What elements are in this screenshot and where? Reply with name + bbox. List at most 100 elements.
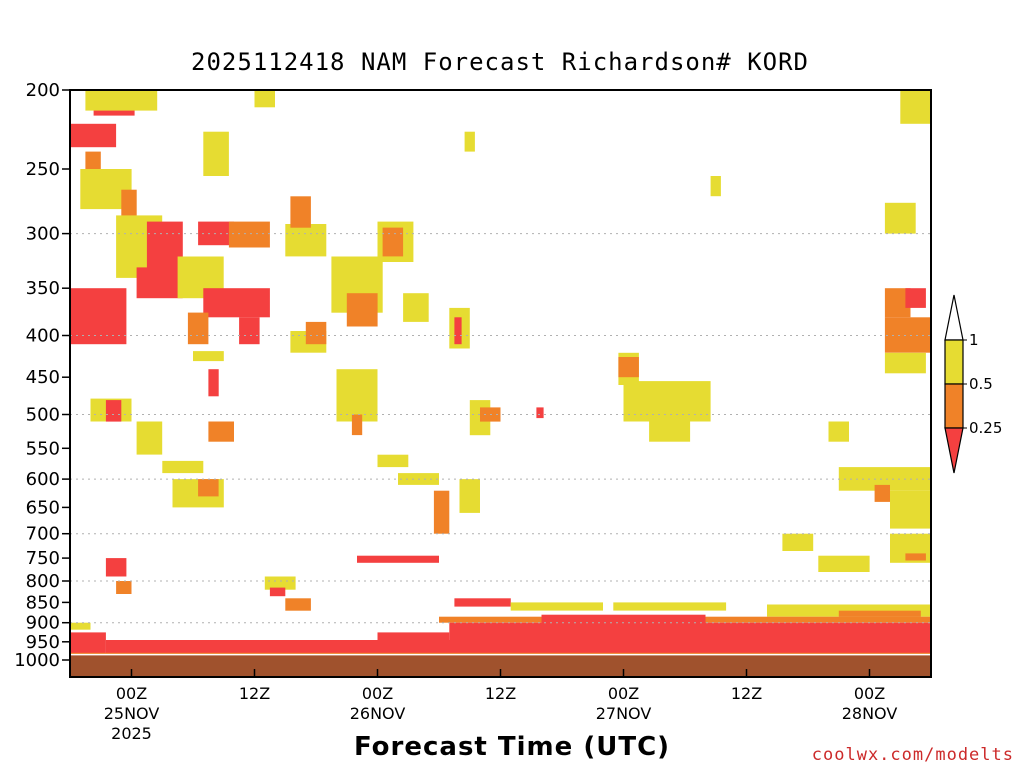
ri-cell-63 <box>818 555 870 572</box>
ri-cell-7 <box>203 131 229 176</box>
y-tick-label-900: 900 <box>26 613 60 634</box>
y-tick-label-750: 750 <box>26 548 60 569</box>
ri-cell-81 <box>541 614 706 625</box>
ri-cell-67 <box>105 558 127 577</box>
ri-cell-50 <box>649 418 691 442</box>
legend-level-label-2: 0.25 <box>969 419 1002 437</box>
legend-level-label-0: 1 <box>969 331 979 349</box>
y-tick-label-650: 650 <box>26 497 60 518</box>
ri-cell-42 <box>459 479 480 513</box>
ri-cell-4 <box>85 151 101 169</box>
y-tick-label-950: 950 <box>26 632 60 653</box>
ri-cell-53 <box>890 490 931 529</box>
x-tick-label-0: 00Z <box>116 684 147 703</box>
ri-cell-69 <box>264 576 296 590</box>
ri-cell-34 <box>162 460 204 474</box>
ri-cell-0 <box>70 123 117 148</box>
ri-cell-77 <box>838 610 921 617</box>
ri-cell-56 <box>905 288 926 308</box>
ri-cell-59 <box>900 90 932 124</box>
x-tick-label-1: 12Z <box>239 684 270 703</box>
ri-cell-66 <box>782 533 814 551</box>
ri-cell-80 <box>449 622 932 640</box>
ri-cell-71 <box>285 598 311 611</box>
plot-frame <box>69 89 932 678</box>
ri-cell-6 <box>121 189 137 216</box>
ri-cell-28 <box>454 317 462 345</box>
ri-cell-52 <box>838 467 932 491</box>
ri-cell-83 <box>70 632 106 655</box>
ri-cell-73 <box>454 598 511 607</box>
legend-swatch-gt1 <box>944 294 964 341</box>
ri-cell-16 <box>239 317 260 345</box>
ri-cell-51 <box>828 421 849 442</box>
x-date-label-2: 26NOV <box>350 704 406 723</box>
y-tick-label-550: 550 <box>26 438 60 459</box>
legend-swatch-lt0.25 <box>944 427 964 474</box>
ri-cell-26 <box>403 293 429 322</box>
ri-cell-10 <box>70 288 127 345</box>
ri-cell-84 <box>105 640 931 655</box>
ri-cell-57 <box>884 317 931 353</box>
ri-cell-70 <box>269 587 286 597</box>
ri-cell-68 <box>116 581 132 594</box>
x-tick-label-3: 12Z <box>485 684 516 703</box>
ri-cell-30 <box>208 369 219 397</box>
ri-cell-32 <box>105 400 122 422</box>
ri-cell-38 <box>336 369 378 422</box>
y-tick-label-450: 450 <box>26 367 60 388</box>
ri-cell-58 <box>884 352 926 374</box>
ri-cell-22 <box>382 227 404 257</box>
ri-cell-54 <box>874 484 890 502</box>
ri-cell-37 <box>198 479 219 497</box>
ri-cell-61 <box>710 176 721 197</box>
ri-cell-46 <box>536 407 544 419</box>
legend-level-label-1: 0.5 <box>969 375 993 393</box>
x-date-label-6: 28NOV <box>842 704 898 723</box>
ri-cell-65 <box>905 553 926 561</box>
ri-cell-35 <box>208 421 234 442</box>
x-tick-label-2: 00Z <box>362 684 393 703</box>
ri-cell-25 <box>305 321 327 345</box>
ri-cell-18 <box>285 224 327 257</box>
y-tick-label-400: 400 <box>26 326 60 347</box>
ri-cell-11 <box>136 267 183 299</box>
y-tick-label-800: 800 <box>26 571 60 592</box>
ri-cell-39 <box>351 414 363 436</box>
credit-link[interactable]: coolwx.com/modelts <box>811 745 1014 765</box>
ri-cell-82 <box>377 632 450 640</box>
ri-cell-43 <box>433 490 450 534</box>
ri-cell-17 <box>187 312 209 345</box>
x-date-label-0: 25NOV <box>104 704 160 723</box>
y-tick-label-250: 250 <box>26 159 60 180</box>
ri-cell-23 <box>346 293 378 327</box>
y-tick-label-850: 850 <box>26 592 60 613</box>
ri-cell-12 <box>198 221 234 246</box>
y-tick-label-500: 500 <box>26 405 60 426</box>
ri-cell-78 <box>70 622 91 630</box>
ri-cell-15 <box>203 288 270 318</box>
ri-cell-60 <box>884 202 916 234</box>
ri-cell-74 <box>510 602 603 611</box>
y-tick-label-300: 300 <box>26 224 60 245</box>
legend-swatch-0.25-0.5 <box>944 383 964 429</box>
ground-fill <box>70 654 931 677</box>
ri-cell-49 <box>623 381 711 422</box>
x-axis-title: Forecast Time (UTC) <box>353 732 671 762</box>
ri-cell-72 <box>357 555 439 563</box>
y-tick-label-1000: 1000 <box>14 650 60 671</box>
x-year-label-0: 2025 <box>111 724 152 743</box>
ri-cell-33 <box>136 421 163 455</box>
y-tick-label-200: 200 <box>26 80 60 101</box>
x-date-label-4: 27NOV <box>596 704 652 723</box>
ri-cell-40 <box>377 454 409 468</box>
ri-cell-2 <box>85 90 158 111</box>
ri-cell-13 <box>228 221 270 248</box>
ri-cell-75 <box>613 602 727 611</box>
y-tick-label-350: 350 <box>26 278 60 299</box>
y-tick-label-600: 600 <box>26 469 60 490</box>
ri-cell-19 <box>290 196 311 228</box>
ri-cell-48 <box>618 357 639 378</box>
